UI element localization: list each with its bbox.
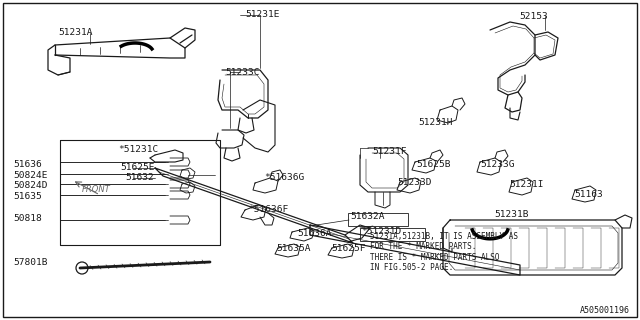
Bar xyxy=(360,228,425,241)
Text: *51231C: *51231C xyxy=(118,145,158,154)
Text: 51231A: 51231A xyxy=(58,28,93,37)
Text: *51636G: *51636G xyxy=(264,173,304,182)
Text: *51636F: *51636F xyxy=(248,205,288,214)
Text: 50824E: 50824E xyxy=(13,171,47,180)
Text: 51635A: 51635A xyxy=(276,244,310,253)
Text: 51233G: 51233G xyxy=(480,160,515,169)
Text: 51231E: 51231E xyxy=(245,10,280,19)
Text: 51625B: 51625B xyxy=(416,160,451,169)
Text: 51233C: 51233C xyxy=(225,68,259,77)
Text: A505001196: A505001196 xyxy=(580,306,630,315)
Text: 51233D: 51233D xyxy=(397,178,431,187)
Text: *51231D: *51231D xyxy=(361,227,401,236)
Text: 51625F: 51625F xyxy=(331,244,365,253)
Text: 51231H: 51231H xyxy=(418,118,452,127)
Text: 51231B: 51231B xyxy=(494,210,529,219)
Bar xyxy=(348,213,408,226)
Text: 51632: 51632 xyxy=(125,173,154,182)
Text: 51632A: 51632A xyxy=(350,212,385,221)
Text: 51163: 51163 xyxy=(574,190,603,199)
Text: 52153: 52153 xyxy=(519,12,548,21)
Text: 51636A: 51636A xyxy=(297,229,332,238)
Text: 57801B: 57801B xyxy=(13,258,47,267)
Text: 51231A,51231B, IT IS ASSEMBLY AS
FOR THE * MARKED PARTS.
THERE IS * MARKED PARTS: 51231A,51231B, IT IS ASSEMBLY AS FOR THE… xyxy=(370,232,518,272)
Text: 50824D: 50824D xyxy=(13,181,47,190)
Text: 51635: 51635 xyxy=(13,192,42,201)
Text: 51231I: 51231I xyxy=(509,180,543,189)
Text: 50818: 50818 xyxy=(13,214,42,223)
Text: 51625E: 51625E xyxy=(120,163,154,172)
Text: 51231F: 51231F xyxy=(372,147,406,156)
Text: 51636: 51636 xyxy=(13,160,42,169)
Text: FRONT: FRONT xyxy=(82,185,111,194)
